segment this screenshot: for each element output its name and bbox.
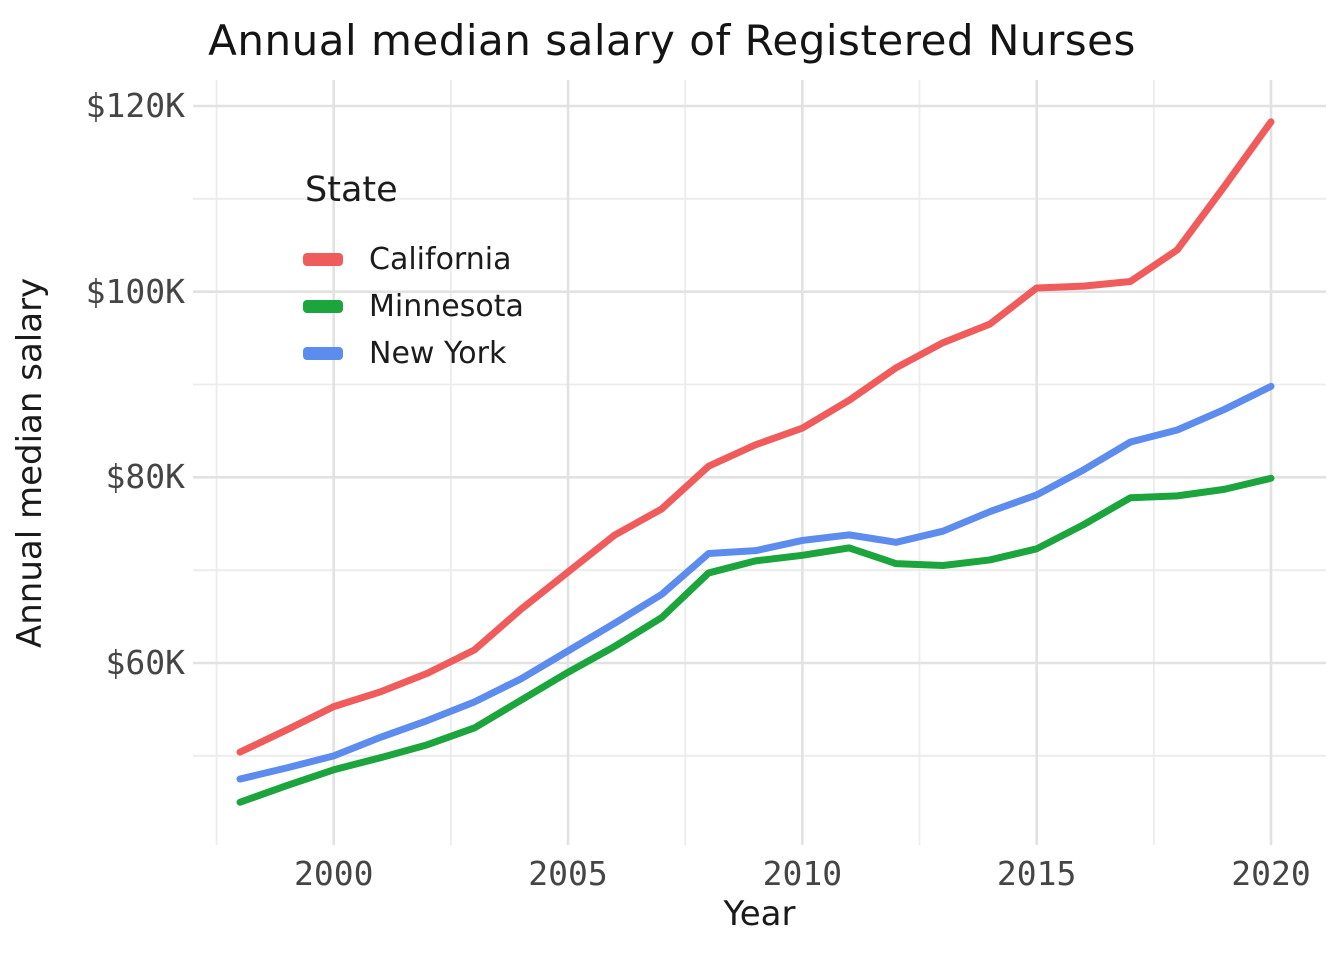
y-tick-label: $60K — [105, 643, 185, 682]
new-york-line — [236, 382, 1275, 783]
california-line — [236, 118, 1275, 756]
x-tick-label: 2020 — [1231, 854, 1311, 893]
x-axis-title: Year — [723, 894, 796, 934]
series-lines — [236, 118, 1275, 806]
legend-label: Minnesota — [369, 289, 524, 324]
x-tick-label: 2005 — [528, 854, 608, 893]
legend-item-newyork: New York — [303, 330, 524, 377]
legend-title: State — [305, 170, 398, 210]
newyork-line-swatch — [303, 347, 343, 360]
legend-item-california: California — [303, 236, 524, 283]
chart-title: Annual median salary of Registered Nurse… — [208, 16, 1136, 65]
california-line-swatch — [303, 253, 343, 266]
minnesota-line — [236, 474, 1275, 806]
y-tick-label: $120K — [85, 86, 185, 125]
minnesota-line-swatch — [303, 300, 343, 313]
legend-item-minnesota: Minnesota — [303, 283, 524, 330]
x-tick-label: 2000 — [293, 854, 374, 893]
y-tick-label: $100K — [85, 271, 185, 311]
x-tick-label: 2010 — [762, 854, 843, 893]
gridlines-major — [193, 80, 1326, 845]
legend-label: New York — [369, 336, 507, 371]
legend-label: California — [369, 242, 512, 277]
y-tick-label: $80K — [105, 457, 185, 497]
x-tick-label: 2015 — [996, 854, 1077, 893]
legend: State California Minnesota New York — [303, 170, 524, 377]
